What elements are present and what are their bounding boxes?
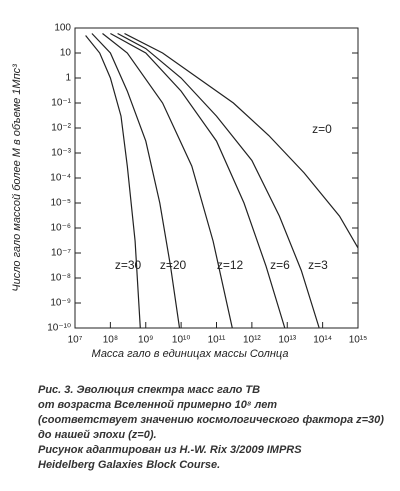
x-tick-label: 10¹¹ — [208, 335, 226, 346]
curve-label: z=30 — [115, 258, 142, 272]
x-tick-label: 10⁹ — [138, 335, 153, 346]
x-tick-label: 10¹⁵ — [349, 335, 368, 346]
curve-label: z=0 — [312, 122, 332, 136]
y-axis-label: Число гало массой более M в объеме 1Мпс³ — [11, 64, 23, 292]
caption-line: Heidelberg Galaxies Block Course. — [38, 459, 220, 471]
y-tick-label: 10⁻² — [51, 123, 71, 134]
y-tick-label: 10⁻⁷ — [51, 248, 71, 259]
curve-label: z=6 — [270, 258, 290, 272]
caption-line: Рисунок адаптирован из H.-W. Rix 3/2009 … — [38, 444, 302, 456]
y-tick-label: 10 — [60, 48, 72, 59]
x-tick-label: 10¹² — [243, 335, 261, 346]
caption-line: (соответствует значению космологического… — [38, 414, 384, 426]
y-tick-label: 100 — [54, 23, 71, 34]
caption-line: до нашей эпохи (z=0). — [38, 429, 157, 441]
curve — [110, 32, 286, 328]
y-tick-label: 10⁻⁶ — [50, 223, 71, 234]
x-tick-label: 10⁸ — [103, 335, 118, 346]
y-tick-label: 10⁻⁸ — [50, 273, 71, 284]
curve-label: z=20 — [160, 258, 187, 272]
curve — [117, 32, 320, 328]
curve — [102, 33, 233, 328]
y-tick-label: 1 — [65, 73, 71, 84]
x-tick-label: 10¹³ — [278, 335, 296, 346]
plot-frame — [74, 27, 359, 329]
x-tick-label: 10¹⁰ — [172, 335, 190, 346]
caption-line: Рис. 3. Эволюция спектра масс гало ТВ — [38, 384, 260, 396]
curve — [85, 35, 141, 328]
y-tick-label: 10⁻¹⁰ — [47, 323, 71, 334]
curve-label: z=12 — [217, 258, 244, 272]
curve-label: z=3 — [308, 258, 328, 272]
y-tick-label: 10⁻⁴ — [50, 173, 71, 184]
curve — [91, 33, 181, 328]
y-tick-label: 10⁻¹ — [51, 98, 71, 109]
y-tick-label: 10⁻³ — [51, 148, 71, 159]
x-tick-label: 10¹⁴ — [313, 335, 332, 346]
x-axis-label: Масса гало в единицах массы Солнца — [92, 348, 289, 360]
caption-line: от возраста Вселенной примерно 10⁸ лет — [38, 399, 277, 411]
curve — [124, 32, 358, 249]
y-tick-label: 10⁻⁵ — [50, 198, 71, 209]
y-tick-label: 10⁻⁹ — [50, 298, 71, 309]
x-tick-label: 10⁷ — [68, 335, 83, 346]
